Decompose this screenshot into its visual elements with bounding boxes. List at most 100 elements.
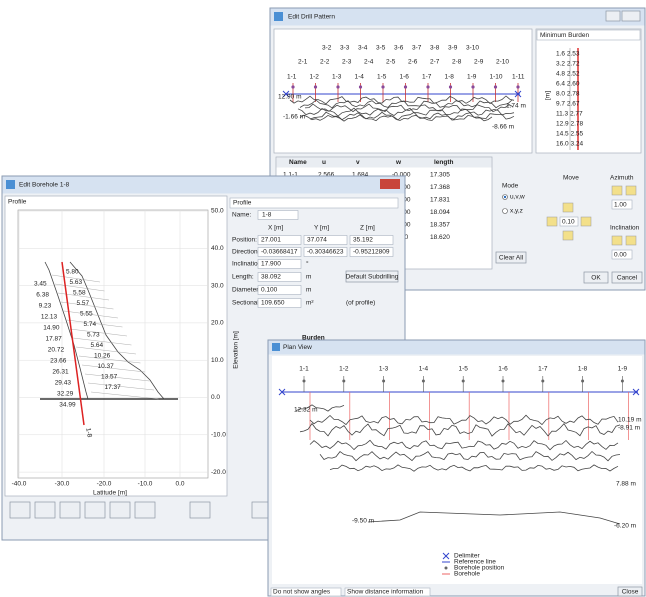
move-field[interactable] (559, 216, 579, 227)
help-button[interactable] (605, 10, 621, 22)
column-header: Y [m] (314, 225, 329, 232)
button-text[interactable]: Clear All (499, 255, 524, 262)
burden-value: 10.37 (98, 363, 115, 370)
field[interactable] (257, 247, 302, 257)
burden-value: 3.2 2.72 (556, 61, 580, 68)
legend-label: Borehole (454, 571, 480, 578)
borehole-position (448, 85, 453, 89)
tool-button[interactable] (109, 501, 131, 519)
table-header (276, 157, 492, 168)
inclination-left[interactable] (611, 235, 623, 246)
inclination-right[interactable] (625, 235, 637, 246)
button-text[interactable]: Close (622, 589, 639, 596)
arrow-right[interactable] (580, 216, 592, 227)
field[interactable] (257, 272, 302, 282)
field-label: Position: (232, 237, 257, 244)
plan-plot (272, 356, 642, 584)
angles-dropdown[interactable] (270, 587, 342, 597)
burden-dropdown[interactable] (536, 29, 641, 41)
field-value: 1-8 (262, 212, 272, 219)
hole-label: 1-6 (498, 366, 508, 373)
hole-label: 2-5 (386, 59, 396, 66)
close-button[interactable] (617, 586, 643, 597)
azimuth-field[interactable] (611, 199, 633, 210)
close-button[interactable] (621, 10, 641, 22)
button-text[interactable]: Default Subdrilling (346, 274, 399, 281)
borehole-position (382, 379, 386, 383)
field[interactable] (349, 247, 394, 257)
profile-outline (44, 261, 89, 400)
field[interactable] (257, 210, 299, 220)
button-text[interactable]: OK (591, 275, 601, 282)
hole-label: 1-4 (355, 74, 365, 81)
hole-label: 1-9 (467, 74, 477, 81)
hatch (78, 355, 141, 364)
arrow-down[interactable] (562, 230, 574, 241)
terrain-line (329, 464, 619, 472)
plot-label: -1.66 m (283, 114, 305, 121)
hatch (75, 346, 137, 355)
field-value: 35.192 (353, 237, 373, 244)
azimuth-label: Azimuth (610, 175, 634, 182)
burden-value: 9.7 2.67 (556, 101, 580, 108)
borehole-position (358, 85, 363, 89)
hatch (87, 382, 155, 391)
burden-value: 29.43 (55, 380, 72, 387)
axis-label: [m] (545, 91, 552, 100)
field-label: Name: (232, 212, 251, 219)
hole-label: 1-5 (458, 366, 468, 373)
cancel-button[interactable] (611, 271, 643, 284)
burden-value: 16.0 3.24 (556, 141, 583, 148)
button-text[interactable]: Cancel (617, 275, 638, 282)
field[interactable] (303, 247, 348, 257)
burden-value: 1.6 2.53 (556, 51, 580, 58)
arrow-up[interactable] (562, 202, 574, 213)
terrain-line (299, 114, 493, 122)
ok-button[interactable] (583, 271, 609, 284)
arrow-left[interactable] (546, 216, 558, 227)
field[interactable] (349, 235, 394, 245)
hole-label: 1-7 (538, 366, 548, 373)
borehole-position (421, 379, 425, 383)
tool-button[interactable] (59, 501, 81, 519)
dropdown-text[interactable]: Do not show angles (273, 589, 331, 596)
dropdown-text[interactable]: Profile (233, 200, 252, 207)
tool-button[interactable] (134, 501, 156, 519)
app-icon (272, 343, 280, 351)
tool-button[interactable] (9, 501, 31, 519)
azimuth-left[interactable] (611, 185, 623, 196)
dropdown-text[interactable]: Show distance information (347, 589, 424, 596)
field[interactable] (303, 235, 348, 245)
profile-dropdown[interactable] (229, 197, 399, 209)
tool-button[interactable] (84, 501, 106, 519)
azimuth-right[interactable] (625, 185, 637, 196)
hole-label: 1-5 (377, 74, 387, 81)
field[interactable] (257, 235, 302, 245)
borehole-position (493, 85, 498, 89)
field[interactable] (257, 298, 302, 308)
tool-button[interactable] (189, 501, 211, 519)
field[interactable] (257, 285, 302, 295)
legend-key (444, 566, 448, 570)
radio-off[interactable] (502, 208, 508, 214)
clear-button[interactable] (495, 251, 527, 264)
borehole-position (461, 379, 465, 383)
plot-label: -8.66 m (492, 124, 514, 131)
plot-label: -9.50 m (352, 518, 374, 525)
mode-option[interactable]: u,v,w (510, 194, 525, 201)
burden-value: 11.3 2.77 (556, 111, 583, 118)
close-button[interactable] (380, 179, 400, 189)
dropdown-text[interactable]: Minimum Burden (540, 32, 590, 39)
hole-label: 2-8 (452, 59, 462, 66)
inclination-field[interactable] (611, 249, 633, 260)
field[interactable] (257, 259, 302, 269)
terrain-line (295, 404, 345, 412)
burden-value: 5.80 (66, 269, 79, 276)
mode-option[interactable]: x,y,z (510, 208, 523, 215)
borehole-position (501, 379, 505, 383)
burden-value: 5.63 (70, 279, 83, 286)
delimiter (442, 552, 450, 560)
tool-button[interactable] (34, 501, 56, 519)
distance-dropdown[interactable] (344, 587, 431, 597)
subdrilling-button[interactable] (345, 270, 399, 283)
